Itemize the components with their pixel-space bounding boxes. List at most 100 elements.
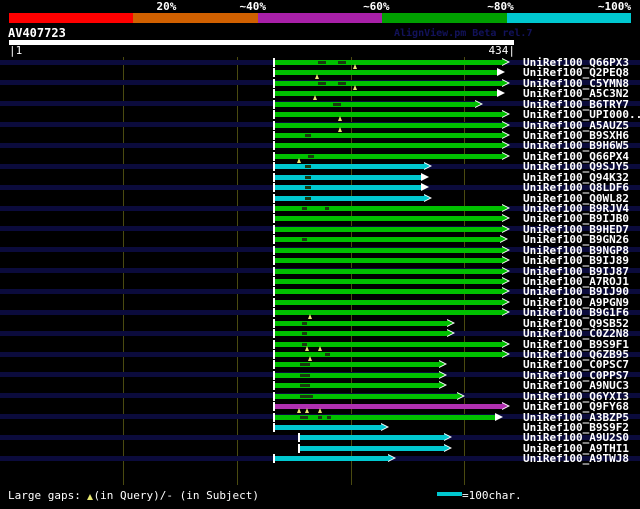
hit-label[interactable]: UniRef100_B9IJ87	[523, 264, 629, 278]
hit-label[interactable]: UniRef100_Q66PX3	[523, 56, 629, 69]
hsp-bar[interactable]	[274, 352, 503, 358]
hsp-bar-group[interactable]	[272, 381, 448, 391]
hsp-bar-group[interactable]	[272, 329, 455, 339]
alignment-row[interactable]: UniRef100_B9IJ89	[0, 254, 640, 268]
hsp-bar[interactable]	[274, 247, 503, 253]
hit-label[interactable]: UniRef100_C0Z2N8	[523, 327, 629, 341]
hit-label[interactable]: UniRef100_Q6YXI3	[523, 389, 629, 403]
hsp-bar[interactable]	[274, 112, 503, 118]
hsp-bar[interactable]	[274, 320, 447, 326]
hit-label[interactable]: UniRef100_B9S9F2	[523, 421, 629, 435]
hsp-bar[interactable]	[274, 310, 503, 316]
alignment-row[interactable]: UniRef100_Q94K32	[0, 170, 640, 184]
hit-label[interactable]: UniRef100_C0PSC7	[523, 358, 629, 372]
hsp-bar[interactable]	[274, 404, 503, 410]
hsp-bar[interactable]	[274, 185, 422, 191]
alignment-row[interactable]: UniRef100_C0Z2N8	[0, 327, 640, 341]
hsp-bar-group[interactable]	[272, 89, 506, 101]
hsp-bar-group[interactable]	[272, 193, 432, 203]
alignment-row[interactable]: UniRef100_Q9SJY5	[0, 161, 640, 172]
hsp-bar[interactable]	[274, 195, 424, 201]
hsp-bar[interactable]	[274, 414, 495, 420]
hsp-bar-group[interactable]	[272, 277, 511, 287]
hsp-bar[interactable]	[274, 456, 389, 462]
hsp-bar-group[interactable]	[272, 391, 465, 401]
hsp-bar-group[interactable]	[297, 443, 453, 453]
hit-label[interactable]: UniRef100_Q0WL82	[523, 191, 629, 205]
hsp-bar-group[interactable]	[272, 297, 511, 307]
alignment-row[interactable]: UniRef100_B9IJ87	[0, 264, 640, 278]
hsp-bar-group[interactable]	[272, 402, 511, 414]
hsp-bar[interactable]	[274, 174, 422, 180]
hsp-bar-group[interactable]	[272, 78, 511, 90]
hsp-bar-group[interactable]	[272, 120, 511, 132]
alignment-row[interactable]: UniRef100_Q9FY68	[0, 401, 640, 414]
alignment-row[interactable]: UniRef100_B9H6W5	[0, 139, 640, 153]
hsp-bar[interactable]	[299, 435, 445, 441]
hsp-bar-group[interactable]	[272, 99, 483, 109]
alignment-row[interactable]: UniRef100_B9G1F6	[0, 306, 640, 320]
hit-label[interactable]: UniRef100_B9SXH6	[523, 129, 629, 142]
hsp-bar[interactable]	[274, 362, 440, 368]
hsp-bar-group[interactable]	[272, 214, 511, 224]
hit-label[interactable]: UniRef100_B9H6W5	[523, 139, 629, 153]
hsp-bar[interactable]	[274, 237, 500, 243]
hsp-bar[interactable]	[299, 445, 445, 451]
hsp-bar[interactable]	[274, 268, 503, 274]
hit-label[interactable]: UniRef100_C0PPS7	[523, 368, 629, 382]
alignment-row[interactable]: UniRef100_B9NGP8	[0, 243, 640, 257]
hsp-bar-group[interactable]	[272, 339, 511, 351]
hit-label[interactable]: UniRef100_A3BZP5	[523, 410, 629, 424]
hit-label[interactable]: UniRef100_A9U2S0	[523, 431, 629, 445]
hsp-bar-group[interactable]	[272, 287, 511, 297]
alignment-row[interactable]: UniRef100_B9HED7	[0, 224, 640, 235]
hit-label[interactable]: UniRef100_UPI000..	[523, 108, 640, 122]
hsp-bar-group[interactable]	[272, 423, 389, 433]
hit-label[interactable]: UniRef100_Q6ZB95	[523, 348, 629, 362]
hsp-bar-group[interactable]	[272, 454, 397, 464]
hsp-bar-group[interactable]	[272, 360, 448, 370]
hsp-bar[interactable]	[274, 143, 503, 149]
hsp-bar-group[interactable]	[272, 245, 511, 255]
hsp-bar-group[interactable]	[272, 308, 511, 320]
hit-label[interactable]: UniRef100_Q9SB52	[523, 316, 629, 330]
hit-label[interactable]: UniRef100_B9GN26	[523, 233, 629, 247]
hsp-bar[interactable]	[274, 80, 503, 86]
hit-label[interactable]: UniRef100_B9IJ89	[523, 254, 629, 268]
hsp-bar[interactable]	[274, 122, 503, 128]
hsp-bar-group[interactable]	[272, 204, 511, 214]
hit-label[interactable]: UniRef100_C5YMN8	[523, 76, 629, 90]
hit-label[interactable]: UniRef100_A9NUC3	[523, 379, 629, 393]
hsp-bar[interactable]	[274, 425, 381, 431]
hsp-bar-group[interactable]	[272, 183, 430, 193]
alignment-row[interactable]: UniRef100_B9S9F1	[0, 339, 640, 351]
alignment-row[interactable]: UniRef100_A9TWJ8	[0, 453, 640, 464]
alignment-row[interactable]: UniRef100_Q66PX4	[0, 151, 640, 163]
hsp-bar[interactable]	[274, 383, 440, 389]
hsp-bar-group[interactable]	[272, 110, 511, 122]
hsp-bar[interactable]	[274, 101, 475, 107]
hsp-bar[interactable]	[274, 341, 503, 347]
hsp-bar[interactable]	[274, 60, 503, 65]
hit-label[interactable]: UniRef100_B9G1F6	[523, 306, 629, 320]
hsp-bar-group[interactable]	[272, 266, 511, 276]
hsp-bar[interactable]	[274, 153, 503, 159]
hit-label[interactable]: UniRef100_Q94K32	[523, 170, 629, 184]
hit-label[interactable]: UniRef100_B9NGP8	[523, 243, 629, 257]
alignment-row[interactable]: UniRef100_A9NUC3	[0, 379, 640, 393]
hsp-bar[interactable]	[274, 289, 503, 295]
hit-label[interactable]: UniRef100_A9PGN9	[523, 295, 629, 309]
alignment-row[interactable]: UniRef100_A9PGN9	[0, 295, 640, 309]
hsp-bar-group[interactable]	[272, 162, 432, 172]
hsp-bar-group[interactable]	[272, 235, 508, 245]
hsp-bar[interactable]	[274, 372, 440, 378]
alignment-row[interactable]: UniRef100_A5C3N2	[0, 87, 640, 101]
hit-label[interactable]: UniRef100_A5C3N2	[523, 87, 629, 101]
hit-label[interactable]: UniRef100_B9IJ90	[523, 285, 629, 299]
hit-label[interactable]: UniRef100_B9RJV4	[523, 202, 629, 216]
hsp-bar[interactable]	[274, 70, 498, 76]
alignment-row[interactable]: UniRef100_Q2PEQ8	[0, 67, 640, 80]
hsp-bar[interactable]	[274, 299, 503, 305]
alignment-row[interactable]: UniRef100_A9THI1	[0, 443, 640, 454]
alignment-row[interactable]: UniRef100_C5YMN8	[0, 76, 640, 90]
